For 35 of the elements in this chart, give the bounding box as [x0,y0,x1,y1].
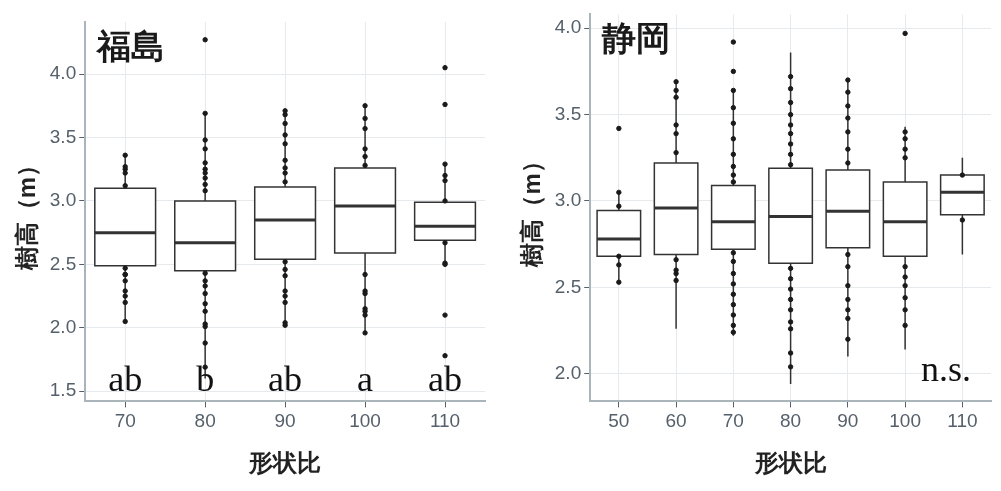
annotation: n.s. [920,348,971,389]
annotation: b [196,358,215,399]
annotation: a [357,358,374,399]
y-axis-title: 樹高（m） [518,149,546,268]
x-tick-label: 100 [889,410,921,432]
y-tick-label: 3.0 [554,189,582,211]
y-tick-label: 2.5 [554,275,582,297]
chart-title: 福島 [95,25,166,66]
annotation: ab [268,358,303,399]
x-tick-label: 70 [722,410,744,432]
y-tick-label: 2.0 [554,361,582,383]
x-tick-label: 90 [837,410,859,432]
y-tick-label: 3.0 [49,189,77,211]
y-tick-label: 4.0 [554,16,582,38]
x-tick-label: 90 [274,410,296,432]
y-tick-label: 3.5 [554,102,582,124]
x-tick-label: 110 [947,410,978,432]
x-tick-label: 70 [114,410,136,432]
y-tick-label: 4.0 [49,62,77,84]
x-tick-label: 60 [665,410,687,432]
y-tick-label: 1.5 [49,379,77,401]
x-tick-label: 100 [349,410,381,432]
y-tick-label: 2.5 [49,252,77,274]
chart-title: 静岡 [601,18,671,59]
x-axis-title: 形状比 [753,449,827,477]
y-axis-title: 樹高（m） [13,153,41,272]
annotation: ab [108,358,143,399]
x-tick-label: 50 [608,410,630,432]
x-tick-label: 80 [194,410,216,432]
annotation: ab [428,358,463,399]
y-tick-label: 3.5 [49,125,77,147]
x-tick-label: 80 [780,410,802,432]
x-tick-label: 110 [429,410,461,432]
y-tick-label: 2.0 [49,316,77,338]
x-axis-title: 形状比 [248,449,322,477]
